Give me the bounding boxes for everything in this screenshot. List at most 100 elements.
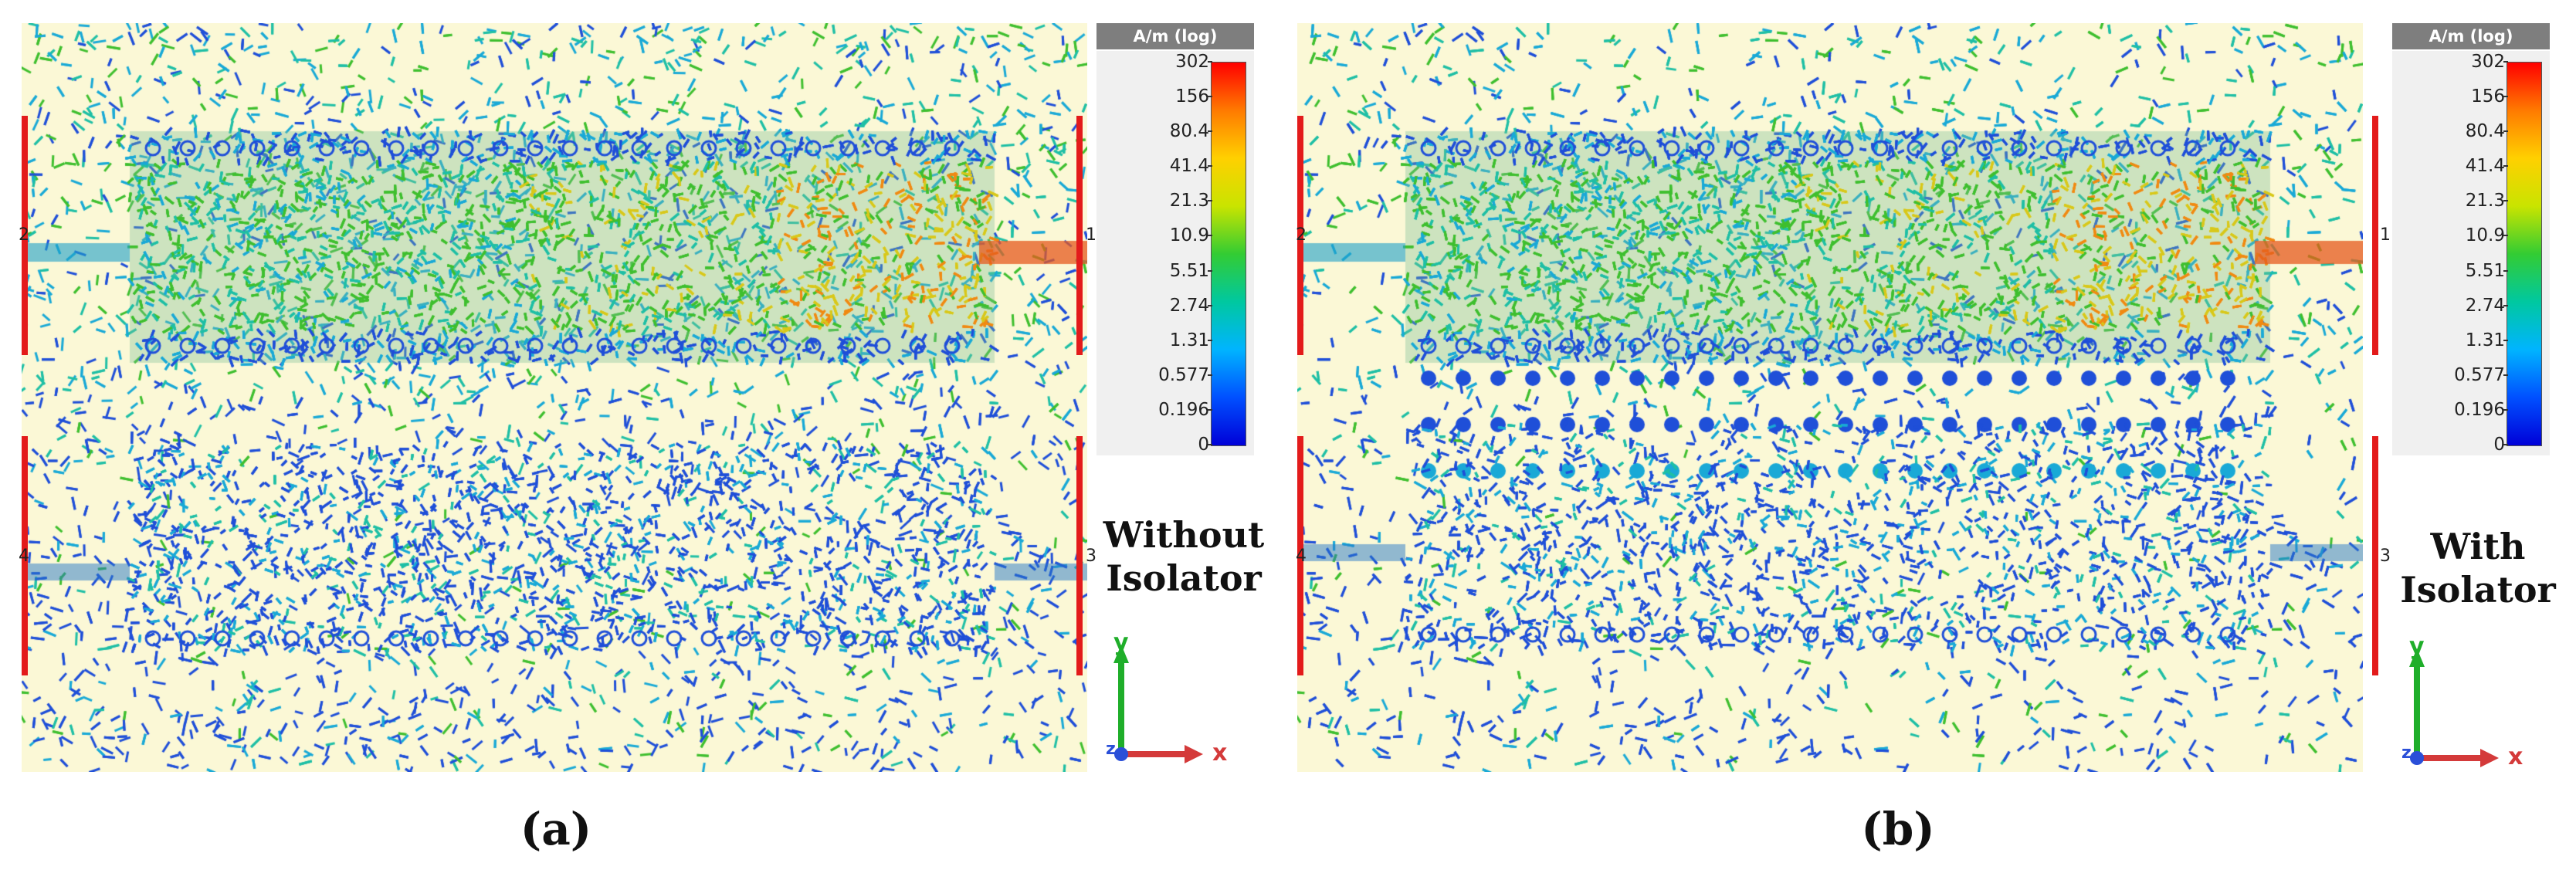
port-label-4: 4 bbox=[19, 547, 29, 566]
colorbar-tick-mark bbox=[2503, 165, 2508, 168]
colorbar-legend: A/m (log) 302 156 80.4 41.4 21.3 10.9 5.51 2.74… bbox=[2392, 23, 2550, 455]
colorbar-title: A/m (log) bbox=[2392, 23, 2550, 49]
port-label-2: 2 bbox=[19, 225, 29, 245]
colorbar-tick-label: 0 bbox=[2493, 435, 2505, 455]
colorbar-tick-label: 1.31 bbox=[1169, 330, 1209, 350]
colorbar-tick-label: 1.31 bbox=[2465, 330, 2505, 350]
x-arrow-shaft bbox=[2423, 755, 2480, 761]
colorbar-tick-mark bbox=[2503, 444, 2508, 445]
axis-y-label: y bbox=[1113, 629, 1129, 656]
colorbar-tick-label: 41.4 bbox=[1169, 156, 1209, 177]
port-bar-2 bbox=[22, 116, 28, 355]
port-label-3: 3 bbox=[1086, 547, 1096, 566]
port-bar-2 bbox=[1297, 116, 1303, 355]
axis-z-label: z bbox=[1106, 740, 1116, 759]
colorbar-tick-label: 0.196 bbox=[2454, 399, 2505, 420]
colorbar-tick-label: 156 bbox=[1175, 86, 1209, 107]
colorbar-tick-label: 156 bbox=[2471, 86, 2505, 107]
field-plot bbox=[1297, 23, 2363, 772]
colorbar-tick-mark bbox=[1208, 165, 1212, 168]
subfigure-label: (a) bbox=[520, 803, 592, 855]
colorbar-tick-label: 302 bbox=[2471, 52, 2505, 72]
colorbar-title: A/m (log) bbox=[1096, 23, 1254, 49]
colorbar-tick-mark bbox=[1208, 61, 1212, 63]
colorbar-tick-label: 0 bbox=[1198, 435, 1209, 455]
colorbar-tick-mark bbox=[1208, 130, 1212, 133]
subfigure-label: (b) bbox=[1861, 803, 1935, 855]
colorbar-tick-mark bbox=[2503, 235, 2508, 237]
colorbar-tick-label: 0.577 bbox=[2454, 364, 2505, 385]
colorbar-tick-mark bbox=[2503, 374, 2508, 376]
colorbar-tick-mark bbox=[1208, 304, 1212, 306]
colorbar-tick-mark bbox=[1208, 269, 1212, 272]
axis-x-label: x bbox=[2508, 743, 2523, 770]
x-arrow-shaft bbox=[1127, 751, 1185, 757]
panel-with-isolator: 2 1 4 3 A/m (log) 302 156 80.4 41.4 21.3 10.9… bbox=[1288, 0, 2576, 880]
caption-line-2: Isolator bbox=[1106, 557, 1262, 599]
colorbar-tick-label: 80.4 bbox=[1169, 121, 1209, 142]
colorbar-tick-mark bbox=[2503, 130, 2508, 133]
port-label-1: 1 bbox=[1086, 225, 1096, 245]
field-arrows bbox=[1297, 23, 2363, 772]
colorbar-tick-mark bbox=[1208, 444, 1212, 445]
x-arrow-head bbox=[1185, 745, 1203, 763]
caption-line-1: Without bbox=[1103, 514, 1265, 556]
axis-triad bbox=[1113, 645, 1203, 763]
caption: Without Isolator bbox=[1095, 513, 1273, 600]
colorbar-tick-mark bbox=[1208, 96, 1212, 98]
port-label-4: 4 bbox=[1296, 547, 1307, 566]
panel-without-isolator: 2 1 4 3 A/m (log) 302 156 80.4 41.4 21.3 10.9… bbox=[19, 23, 1273, 855]
axis-y-label: y bbox=[2409, 633, 2425, 660]
colorbar-tick-mark bbox=[2503, 200, 2508, 202]
colorbar-tick-label: 80.4 bbox=[2465, 121, 2505, 142]
colorbar-tick-mark bbox=[2503, 304, 2508, 306]
colorbar-tick-label: 2.74 bbox=[2465, 295, 2505, 316]
colorbar-legend: A/m (log) 302 156 80.4 41.4 21.3 10.9 5.51 2.74… bbox=[1096, 23, 1254, 455]
port-label-1: 1 bbox=[2380, 225, 2391, 245]
field-plot bbox=[22, 23, 1087, 772]
y-arrow-head bbox=[2409, 648, 2425, 667]
axis-triad bbox=[2409, 648, 2499, 767]
axis-x-label: x bbox=[1212, 740, 1228, 767]
colorbar-tick-mark bbox=[1208, 235, 1212, 237]
caption-line-1: With bbox=[2430, 526, 2526, 567]
z-axis-dot bbox=[2410, 751, 2424, 765]
colorbar-tick-label: 5.51 bbox=[1169, 260, 1209, 281]
colorbar-tick-label: 41.4 bbox=[2465, 156, 2505, 177]
colorbar-tick-label: 21.3 bbox=[1169, 191, 1209, 212]
y-arrow-shaft bbox=[1118, 663, 1124, 748]
colorbar-tick-mark bbox=[1208, 374, 1212, 376]
port-bar-3 bbox=[2372, 436, 2378, 675]
colorbar-tick-label: 10.9 bbox=[1169, 225, 1209, 246]
port-label-2: 2 bbox=[1296, 225, 1307, 245]
colorbar-tick-label: 302 bbox=[1175, 52, 1209, 72]
caption-line-2: Isolator bbox=[2400, 569, 2556, 611]
colorbar-tick-mark bbox=[1208, 200, 1212, 202]
port-bar-4 bbox=[1297, 436, 1303, 675]
axis-z-label: z bbox=[2401, 743, 2412, 763]
port-bar-1 bbox=[2372, 116, 2378, 355]
port-bar-1 bbox=[1076, 116, 1083, 355]
colorbar-tick-label: 21.3 bbox=[2465, 191, 2505, 212]
port-bar-4 bbox=[22, 436, 28, 675]
field-arrows bbox=[22, 23, 1087, 772]
colorbar-tick-label: 0.577 bbox=[1158, 364, 1209, 385]
colorbar-tick-label: 2.74 bbox=[1169, 295, 1209, 316]
port-bar-3 bbox=[1076, 436, 1083, 675]
colorbar-tick-label: 5.51 bbox=[2465, 260, 2505, 281]
colorbar-gradient bbox=[1211, 62, 1246, 446]
colorbar-tick-mark bbox=[1208, 408, 1212, 411]
y-arrow-shaft bbox=[2414, 667, 2420, 752]
x-arrow-head bbox=[2480, 749, 2499, 767]
z-axis-dot bbox=[1114, 747, 1128, 761]
colorbar-tick-mark bbox=[1208, 339, 1212, 341]
colorbar-tick-mark bbox=[2503, 408, 2508, 411]
colorbar-tick-label: 10.9 bbox=[2465, 225, 2505, 246]
colorbar-tick-mark bbox=[2503, 96, 2508, 98]
colorbar-tick-mark bbox=[2503, 339, 2508, 341]
colorbar-tick-mark bbox=[2503, 61, 2508, 63]
colorbar-tick-label: 0.196 bbox=[1158, 399, 1209, 420]
colorbar-gradient bbox=[2507, 62, 2542, 446]
port-label-3: 3 bbox=[2380, 547, 2391, 566]
colorbar-tick-mark bbox=[2503, 269, 2508, 272]
